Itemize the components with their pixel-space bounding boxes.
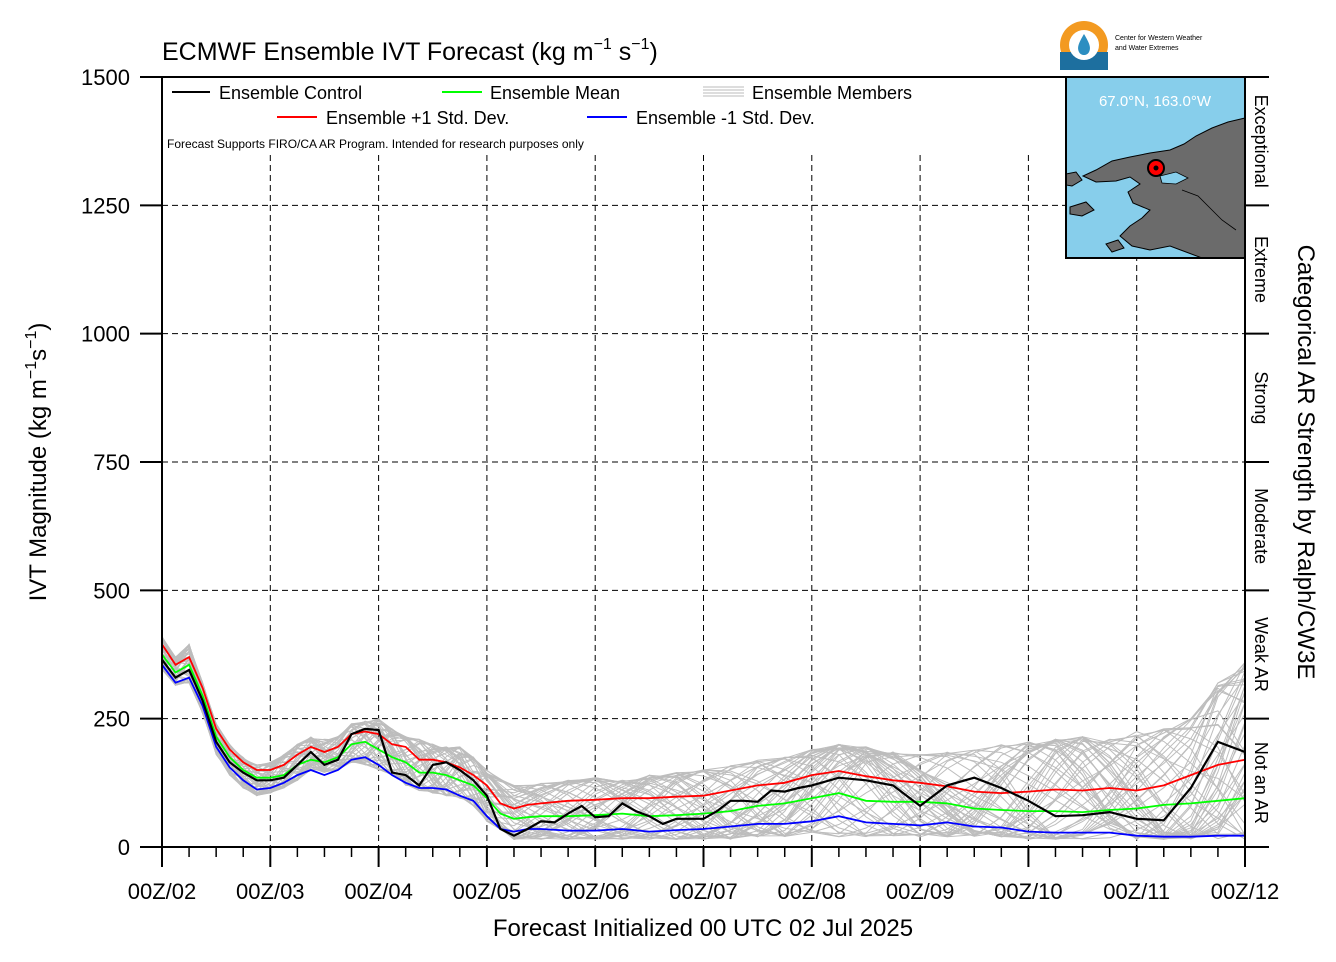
category-axis: Not an AR Weak AR Moderate Strong Extreme Exc… bbox=[1245, 76, 1271, 848]
cw3e-logo: Center for Western Weather and Water Ext… bbox=[1060, 21, 1203, 70]
ensemble-member-line bbox=[161, 669, 1246, 840]
legend-label-members: Ensemble Members bbox=[752, 83, 912, 103]
right-axis-label: Categorical AR Strength by Ralph/CW3E bbox=[1292, 245, 1319, 680]
x-tick-label: 00Z/12 bbox=[1211, 879, 1280, 904]
ensemble-member-line bbox=[161, 636, 1246, 840]
x-axis-label: Forecast Initialized 00 UTC 02 Jul 2025 bbox=[493, 915, 913, 942]
chart-title: ECMWF Ensemble IVT Forecast (kg m−1 s−1) bbox=[162, 36, 658, 66]
y-tick-label: 250 bbox=[93, 707, 130, 732]
x-axis-minor-ticks bbox=[188, 847, 1219, 857]
x-tick-label: 00Z/09 bbox=[886, 879, 955, 904]
x-tick-label: 00Z/02 bbox=[128, 879, 197, 904]
series-line-ensemble-control bbox=[161, 658, 1246, 837]
ensemble-member-line bbox=[161, 656, 1246, 840]
inset-map-land bbox=[1081, 117, 1246, 259]
inset-map-lagoon bbox=[1159, 171, 1189, 185]
y-axis-label: IVT Magnitude (kg m−1s−1) bbox=[23, 323, 52, 602]
inset-map: 67.0°N, 163.0°W bbox=[1065, 76, 1246, 259]
location-marker-center-icon bbox=[1153, 165, 1159, 171]
logo-drop-icon bbox=[1078, 34, 1090, 55]
y-axis-ticks: 0 250 500 750 1000 1250 1500 bbox=[81, 65, 162, 860]
x-tick-label: 00Z/08 bbox=[778, 879, 847, 904]
inset-map-island-south2 bbox=[1105, 239, 1125, 253]
y-tick-label: 0 bbox=[118, 835, 130, 860]
logo-org-line2: and Water Extremes bbox=[1115, 45, 1179, 52]
ensemble-member-line bbox=[161, 644, 1246, 840]
category-label: Extreme bbox=[1251, 236, 1271, 303]
series-group bbox=[161, 643, 1246, 838]
x-tick-label: 00Z/10 bbox=[994, 879, 1063, 904]
legend: Ensemble Control Ensemble Mean Ensemble … bbox=[164, 79, 1064, 151]
category-label: Moderate bbox=[1251, 488, 1271, 564]
y-tick-label: 500 bbox=[93, 578, 130, 603]
inset-map-location-label: 67.0°N, 163.0°W bbox=[1099, 93, 1212, 110]
grid-vertical bbox=[269, 155, 1138, 847]
x-axis-ticks: 00Z/02 00Z/03 00Z/04 00Z/05 00Z/06 00Z/07 00Z/… bbox=[128, 847, 1280, 904]
ensemble-member-line bbox=[161, 643, 1246, 840]
logo-org-line1: Center for Western Weather bbox=[1115, 35, 1203, 42]
x-tick-label: 00Z/06 bbox=[561, 879, 630, 904]
legend-label-minus-std: Ensemble -1 Std. Dev. bbox=[636, 108, 815, 128]
y-tick-label: 1250 bbox=[81, 193, 130, 218]
y-tick-label: 750 bbox=[93, 450, 130, 475]
x-tick-label: 00Z/04 bbox=[344, 879, 413, 904]
inset-map-frame bbox=[1065, 76, 1246, 259]
inset-map-island-south bbox=[1069, 201, 1095, 217]
disclaimer-text: Forecast Supports FIRO/CA AR Program. In… bbox=[167, 137, 584, 151]
ensemble-member-line bbox=[161, 658, 1246, 840]
series-line-ensemble-mean bbox=[161, 653, 1246, 820]
y-tick-label: 1500 bbox=[81, 65, 130, 90]
y-tick-label: 1000 bbox=[81, 322, 130, 347]
legend-label-mean: Ensemble Mean bbox=[490, 83, 620, 103]
category-label: Exceptional bbox=[1251, 95, 1271, 188]
category-label: Not an AR bbox=[1251, 742, 1271, 824]
x-tick-label: 00Z/11 bbox=[1103, 879, 1170, 904]
x-tick-label: 00Z/07 bbox=[669, 879, 738, 904]
legend-label-plus-std: Ensemble +1 Std. Dev. bbox=[326, 108, 509, 128]
legend-swatch-members bbox=[703, 86, 744, 97]
ensemble-member-line bbox=[161, 643, 1246, 839]
ensemble-member-line bbox=[161, 655, 1246, 840]
ensemble-member-line bbox=[161, 641, 1246, 840]
x-tick-label: 00Z/05 bbox=[453, 879, 522, 904]
legend-label-control: Ensemble Control bbox=[219, 83, 362, 103]
legend-background bbox=[164, 79, 1064, 149]
inset-map-inner-border bbox=[1181, 189, 1237, 231]
series-line-ensemble-1-std-dev bbox=[161, 643, 1246, 810]
category-label: Strong bbox=[1251, 371, 1271, 424]
ensemble-member-line bbox=[161, 643, 1246, 840]
x-tick-label: 00Z/03 bbox=[236, 879, 305, 904]
ensemble-member-line bbox=[161, 638, 1246, 840]
grid-horizontal bbox=[162, 204, 1245, 720]
ensemble-member-line bbox=[161, 667, 1246, 840]
category-label: Weak AR bbox=[1251, 617, 1271, 692]
logo-waves-icon bbox=[1060, 52, 1108, 70]
